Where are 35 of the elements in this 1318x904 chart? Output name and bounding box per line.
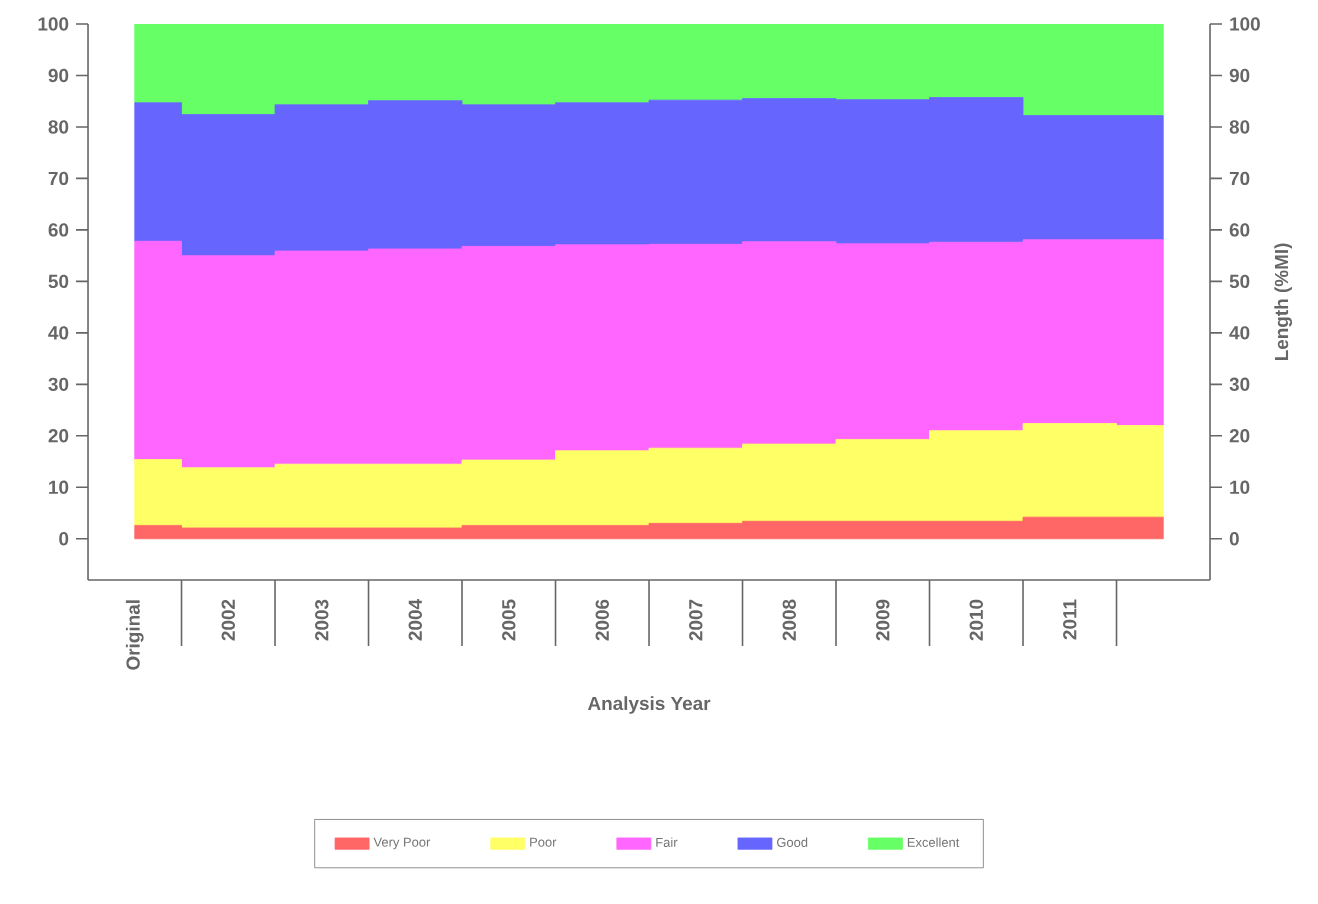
x-tick-label: 2009: [876, 599, 890, 641]
y-tick-label: 70: [1229, 171, 1250, 186]
x-axis-title: Analysis Year: [587, 696, 711, 714]
y2-tick-label: 80: [48, 120, 69, 134]
x-tick-label: 2002: [221, 599, 235, 641]
y-tick-label: 50: [1229, 274, 1250, 289]
y-tick-label: 40: [1229, 326, 1250, 340]
x-tick-label: 2011: [1063, 599, 1077, 640]
y2-tick-label: 50: [48, 274, 69, 289]
y-tick-label: 100: [1230, 17, 1260, 31]
y2-tick-label: 60: [48, 223, 69, 237]
y2-tick-label: 40: [48, 326, 69, 340]
y2-tick-label: 90: [48, 68, 69, 83]
x-tick-label: 2006: [595, 599, 609, 641]
y2-tick-label: 100: [38, 17, 69, 31]
y-tick-label: 60: [1229, 223, 1250, 237]
y-tick-label: 80: [1229, 120, 1250, 134]
y2-tick-label: 0: [59, 532, 69, 546]
x-tick-label: 2004: [408, 599, 422, 641]
y2-tick-label: 70: [48, 171, 69, 186]
y-tick-label: 20: [1229, 429, 1250, 443]
y-tick-label: 0: [1229, 532, 1239, 546]
y-axis-title: Length (%MI): [1274, 243, 1293, 361]
y2-tick-label: 10: [49, 480, 69, 495]
x-tick-label: 2010: [969, 599, 983, 641]
x-tick-label: 2008: [782, 599, 796, 641]
x-tick-label: 2003: [315, 599, 329, 641]
y2-tick-label: 20: [48, 429, 69, 443]
x-tick-label: 2007: [689, 599, 703, 641]
y-tick-label: 30: [1229, 377, 1250, 392]
y-tick-label: 10: [1230, 480, 1250, 494]
x-tick-label: Original: [125, 600, 144, 670]
x-tick-label: 2005: [502, 599, 516, 641]
y-tick-label: 90: [1229, 68, 1250, 83]
y2-tick-label: 30: [48, 377, 69, 392]
